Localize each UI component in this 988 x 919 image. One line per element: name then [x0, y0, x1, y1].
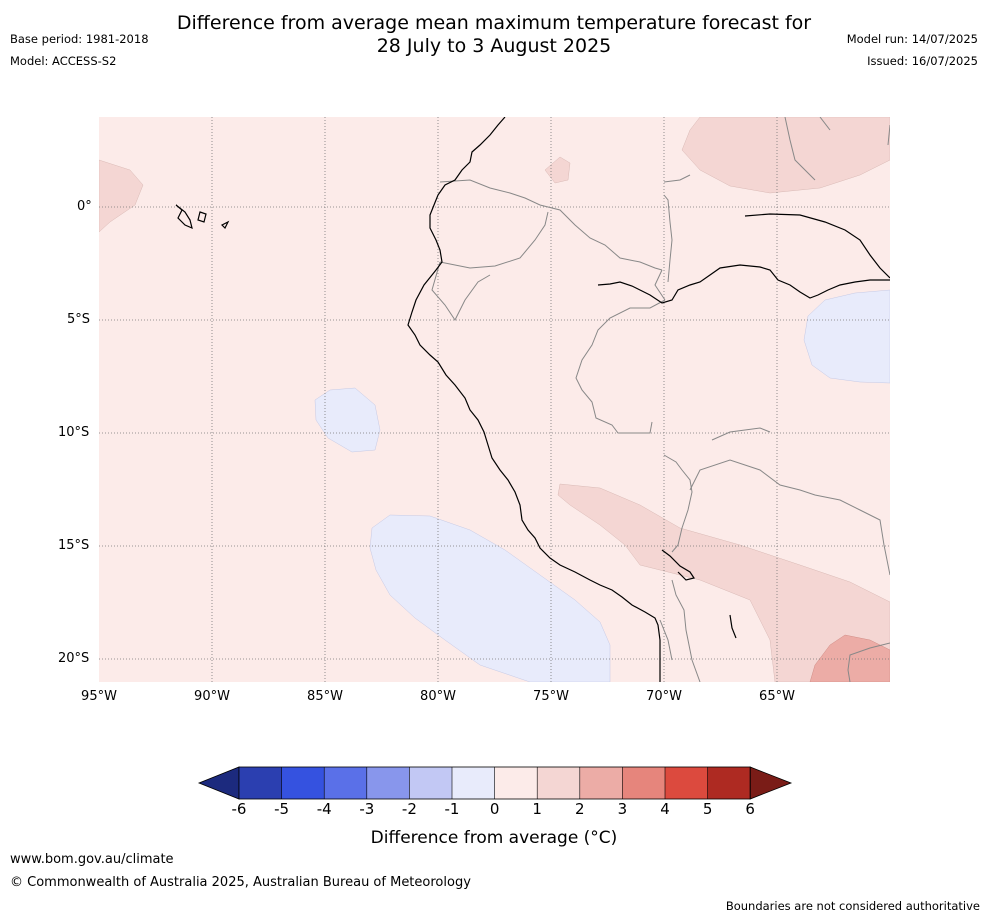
- lon-label-90w: 90°W: [194, 689, 230, 704]
- footer-url: www.bom.gov.au/climate: [10, 852, 174, 867]
- lon-label-65w: 65°W: [759, 689, 795, 704]
- title-line-1: Difference from average mean maximum tem…: [176, 12, 812, 34]
- lat-label-15s: 15°S: [58, 538, 90, 553]
- colorbar-tick-label: -6: [231, 800, 247, 818]
- colorbar-label: Difference from average (°C): [370, 828, 618, 848]
- colorbar-segment: [366, 767, 410, 799]
- colorbar-tick-label: 2: [575, 800, 585, 818]
- colorbar-tick-label: 5: [702, 800, 713, 818]
- model-text: Model: ACCESS-S2: [10, 54, 117, 68]
- graticule: [99, 117, 890, 682]
- warm-anomaly-region: [557, 483, 890, 682]
- lon-label-80w: 80°W: [420, 689, 456, 704]
- colorbar-segment: [622, 767, 666, 799]
- colorbar-segment: [579, 767, 623, 799]
- colorbar-tick-label: 0: [489, 800, 500, 818]
- cool-anomaly-region: [803, 289, 890, 384]
- right-metadata: Model run: 14/07/2025 Issued: 16/07/2025: [847, 28, 978, 72]
- lat-label-10s: 10°S: [58, 425, 90, 440]
- left-metadata: Base period: 1981-2018 Model: ACCESS-S2: [10, 28, 149, 72]
- lat-label-5s: 5°S: [67, 312, 91, 327]
- colorbar-segment: [324, 767, 368, 799]
- issued-text: Issued: 16/07/2025: [867, 54, 978, 68]
- colorbar-tick-label: 6: [745, 800, 755, 818]
- title-line-2: 28 July to 3 August 2025: [376, 35, 612, 57]
- colorbar-tick-label: 1: [532, 800, 542, 818]
- cool-anomaly-region: [369, 514, 611, 682]
- colorbar-arrow-low: [197, 766, 240, 800]
- colorbar-tick-label: -3: [359, 800, 375, 818]
- lat-label-0: 0°: [77, 199, 92, 214]
- lon-label-85w: 85°W: [307, 689, 343, 704]
- colorbar-segment: [452, 767, 496, 799]
- colorbar-segment: [281, 767, 325, 799]
- colorbar-segment: [494, 767, 538, 799]
- map-area: [99, 117, 890, 682]
- colorbar-segment: [239, 767, 283, 799]
- base-period-text: Base period: 1981-2018: [10, 32, 149, 46]
- warm-anomaly-region: [544, 156, 571, 184]
- colorbar-tick-label: -5: [274, 800, 290, 818]
- lat-label-20s: 20°S: [58, 651, 90, 666]
- colorbar-segment: [537, 767, 581, 799]
- colorbar-segment: [707, 767, 751, 799]
- map-title: Difference from average mean maximum tem…: [0, 12, 988, 58]
- colorbar-arrow-high: [749, 766, 793, 800]
- colorbar-segment: [409, 767, 453, 799]
- colorbar-tick-label: -4: [316, 800, 332, 818]
- colorbar-tick-label: 4: [660, 800, 670, 818]
- colorbar-segment: [665, 767, 709, 799]
- warm-anomaly-region: [681, 117, 890, 194]
- lon-label-75w: 75°W: [533, 689, 569, 704]
- coastline: [175, 117, 890, 682]
- colorbar-tick-label: -2: [401, 800, 417, 818]
- colorbar-tick-label: 3: [617, 800, 628, 818]
- country-borders: [431, 117, 890, 682]
- model-run-text: Model run: 14/07/2025: [846, 32, 978, 46]
- cool-anomaly-region: [314, 387, 381, 453]
- warm-anomaly-region: [99, 159, 144, 233]
- footer-disclaimer: Boundaries are not considered authoritat…: [725, 899, 980, 913]
- colorbar-tick-label: -1: [444, 800, 460, 818]
- colorbar: [197, 766, 793, 800]
- lon-label-70w: 70°W: [646, 689, 682, 704]
- footer-copyright: © Commonwealth of Australia 2025, Austra…: [10, 875, 471, 890]
- lon-label-95w: 95°W: [81, 689, 117, 704]
